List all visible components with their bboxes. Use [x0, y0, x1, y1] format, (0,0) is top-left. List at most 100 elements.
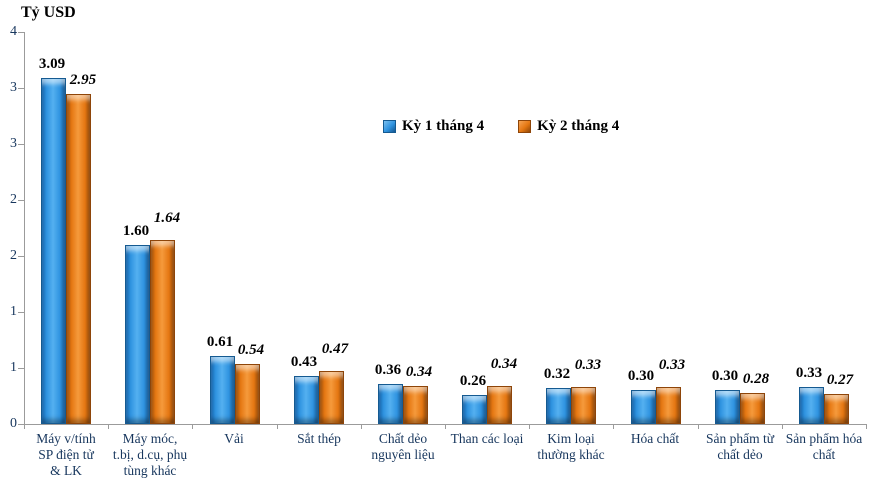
category-label-1: Máy móc, t.bị, d.cụ, phụ tùng khác: [101, 431, 199, 479]
y-axis-tick: [18, 312, 24, 313]
category-label-line: Vải: [224, 431, 244, 446]
bar-ky2-8: [740, 393, 765, 424]
category-label-4: Chất dẻo nguyên liệu: [354, 431, 452, 463]
legend-swatch-ky2-icon: [518, 120, 532, 133]
y-axis-tick: [18, 256, 24, 257]
y-axis-tick: [18, 368, 24, 369]
bar-value-label-ky2: 0.33: [658, 357, 686, 373]
bar-value-label-ky1: 0.36: [374, 362, 402, 378]
x-axis-tick: [866, 424, 867, 429]
bar-ky1-8: [715, 390, 740, 424]
legend-swatch-ky1-icon: [383, 120, 396, 133]
x-axis-tick: [192, 424, 193, 429]
bar-ky2-2: [235, 364, 260, 424]
category-label-line: Sản phẩm từ: [705, 431, 775, 446]
y-tick-label: 1: [10, 360, 17, 375]
bar-value-label-ky1: 0.43: [290, 354, 318, 370]
category-label-line: SP điện tử: [38, 447, 94, 462]
category-label-6: Kim loại thường khác: [522, 431, 620, 463]
bar-value-label-ky1: 0.26: [459, 373, 487, 389]
bar-ky2-6: [571, 387, 596, 424]
legend-label-ky1: Kỳ 1 tháng 4: [402, 118, 485, 134]
bar-value-label-ky2: 0.33: [574, 357, 602, 373]
category-label-line: & LK: [50, 463, 82, 478]
legend-label-ky2: Kỳ 2 tháng 4: [537, 118, 620, 134]
y-tick-label: 3: [10, 136, 17, 151]
bar-ky2-4: [403, 386, 428, 424]
category-label-line: chất dẻo: [717, 447, 763, 462]
bar-ky1-5: [462, 395, 487, 424]
category-label-line: Máy v/tính: [36, 431, 96, 446]
category-label-line: Máy móc,: [122, 431, 178, 446]
bar-value-label-ky1: 0.30: [711, 368, 739, 384]
bar-ky2-5: [487, 386, 512, 424]
bar-value-label-ky2: 0.27: [826, 372, 854, 388]
y-axis-tick: [18, 88, 24, 89]
category-label-5: Than các loại: [438, 431, 536, 447]
x-axis-tick: [277, 424, 278, 429]
bar-ky2-7: [656, 387, 681, 424]
x-axis-tick: [24, 424, 25, 429]
x-axis-tick: [782, 424, 783, 429]
category-label-9: Sản phẩm hóa chất: [775, 431, 869, 463]
bar-ky2-0: [66, 94, 91, 424]
bar-value-label-ky2: 0.34: [405, 364, 433, 380]
bar-ky2-1: [150, 240, 175, 424]
category-label-3: Sắt thép: [270, 431, 368, 447]
y-tick-label: 2: [10, 192, 17, 207]
x-axis-tick: [361, 424, 362, 429]
bar-value-label-ky2: 2.95: [69, 72, 97, 88]
y-axis-tick: [18, 32, 24, 33]
category-label-line: thường khác: [537, 447, 605, 462]
category-label-7: Hóa chất: [606, 431, 704, 447]
category-label-8: Sản phẩm từ chất dẻo: [691, 431, 789, 463]
legend-item-ky2: Kỳ 2 tháng 4: [518, 118, 619, 135]
x-axis-tick: [445, 424, 446, 429]
bar-value-label-ky1: 0.33: [795, 365, 823, 381]
x-axis-tick: [613, 424, 614, 429]
bar-value-label-ky1: 0.61: [206, 334, 234, 350]
category-label-line: t.bị, d.cụ, phụ: [112, 447, 188, 462]
bar-value-label-ky2: 0.34: [490, 356, 518, 372]
bar-value-label-ky1: 3.09: [38, 56, 66, 72]
x-axis-tick: [529, 424, 530, 429]
y-axis-tick: [18, 144, 24, 145]
bar-ky1-1: [125, 245, 150, 424]
category-label-line: Than các loại: [450, 431, 524, 446]
category-label-line: Sản phẩm hóa: [785, 431, 863, 446]
category-label-line: Hóa chất: [630, 431, 680, 446]
category-label-line: nguyên liệu: [371, 447, 435, 462]
y-axis-tick: [18, 200, 24, 201]
bar-ky1-9: [799, 387, 824, 424]
x-axis-tick: [698, 424, 699, 429]
y-tick-label: 0: [10, 416, 17, 431]
y-axis-line: [24, 32, 25, 424]
bar-ky2-3: [319, 371, 344, 424]
category-label-0: Máy v/tính SP điện tử & LK: [17, 431, 115, 479]
category-label-line: chất: [812, 447, 836, 462]
y-axis-tick: [18, 424, 24, 425]
chart-title: Tỷ USD: [21, 4, 76, 21]
bar-value-label-ky1: 1.60: [122, 223, 150, 239]
y-tick-label: 4: [10, 24, 17, 39]
legend: Kỳ 1 tháng 4 Kỳ 2 tháng 4: [383, 118, 619, 135]
y-tick-label: 2: [10, 248, 17, 263]
bar-ky1-7: [631, 390, 656, 424]
bar-value-label-ky2: 0.28: [742, 371, 770, 387]
bar-ky2-9: [824, 394, 849, 424]
y-tick-label: 3: [10, 80, 17, 95]
bar-ky1-4: [378, 384, 403, 424]
category-label-line: tùng khác: [123, 463, 177, 478]
bar-value-label-ky1: 0.32: [543, 366, 571, 382]
category-label-2: Vải: [185, 431, 283, 447]
bar-value-label-ky2: 0.47: [321, 341, 349, 357]
y-tick-label: 1: [10, 304, 17, 319]
x-axis-tick: [108, 424, 109, 429]
bar-ky1-6: [546, 388, 571, 424]
category-label-line: Chất dẻo: [378, 431, 428, 446]
bar-ky1-2: [210, 356, 235, 424]
category-label-line: Kim loại: [547, 431, 595, 446]
bar-ky1-3: [294, 376, 319, 424]
bar-value-label-ky2: 1.64: [153, 210, 181, 226]
